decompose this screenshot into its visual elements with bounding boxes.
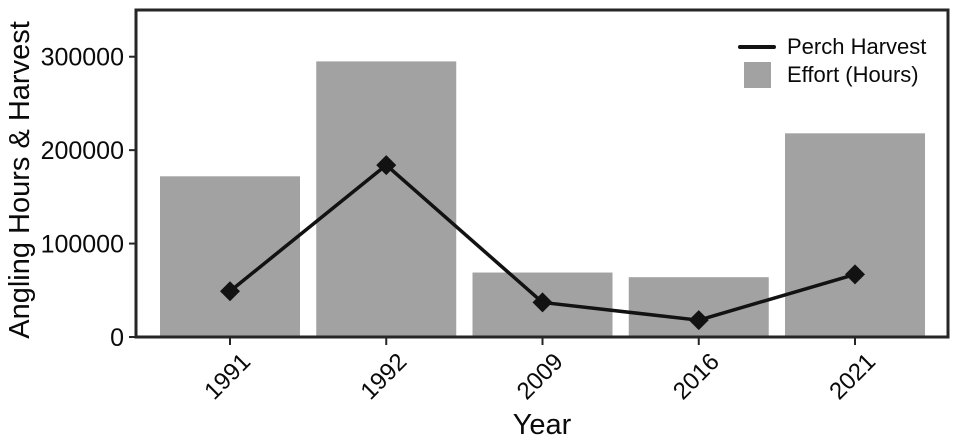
data-point-2009 (532, 292, 553, 313)
legend-item-effort: Effort (Hours) (736, 61, 926, 89)
data-point-1991 (220, 281, 240, 302)
legend: Perch Harvest Effort (Hours) (736, 33, 926, 89)
data-point-2016 (688, 310, 709, 331)
legend-item-perch-harvest: Perch Harvest (736, 33, 926, 61)
y-axis-title: Angling Hours & Harvest (4, 21, 36, 339)
bar-1991 (160, 176, 300, 337)
x-tick-label-1991: 1991 (199, 348, 256, 405)
y-tick-label: 200000 (41, 137, 124, 165)
y-tick-label: 0 (110, 324, 124, 352)
line-series-icon (738, 45, 776, 49)
plot-border (134, 8, 950, 339)
y-tick-label: 300000 (41, 44, 124, 72)
data-point-2021 (845, 264, 865, 285)
legend-label-perch-harvest: Perch Harvest (787, 34, 927, 59)
data-point-1992 (376, 155, 397, 176)
legend-label-effort: Effort (Hours) (787, 62, 919, 87)
legend-symbol-cell (736, 62, 778, 88)
x-tick-label-2021: 2021 (824, 348, 881, 405)
bar-series-icon (743, 62, 771, 88)
x-tick-label-1992: 1992 (355, 348, 412, 405)
legend-symbol-cell (736, 45, 778, 49)
bar-1992 (316, 61, 457, 338)
x-tick-label-2009: 2009 (512, 348, 569, 405)
x-axis-title: Year (512, 409, 572, 441)
x-tick-label-2016: 2016 (668, 348, 725, 405)
bar-2021 (785, 133, 925, 337)
y-tick-label: 100000 (41, 231, 124, 259)
